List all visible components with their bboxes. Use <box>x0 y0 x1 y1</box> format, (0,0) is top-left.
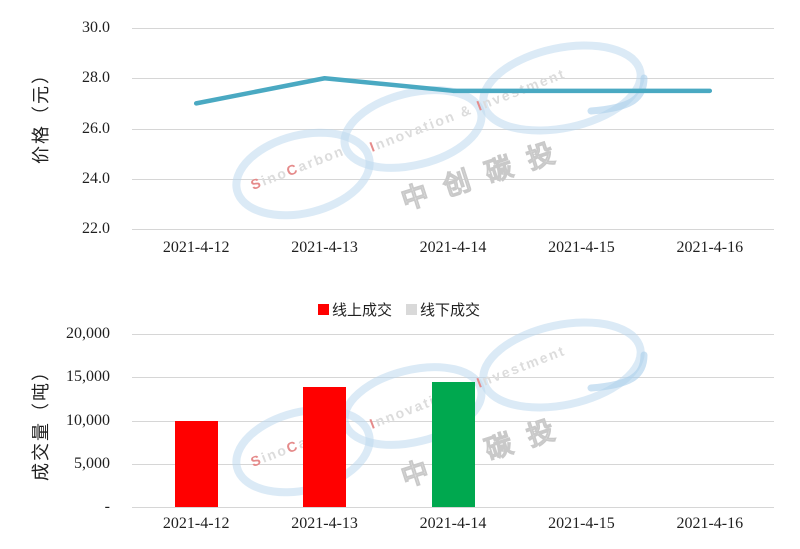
gridline <box>132 78 774 80</box>
x-tick-label: 2021-4-12 <box>162 515 230 532</box>
gridline <box>132 128 774 130</box>
y-tick-label: 28.0 <box>82 69 110 87</box>
legend-swatch <box>406 304 418 315</box>
y-tick-label: 26.0 <box>82 119 110 137</box>
gridline <box>132 178 774 180</box>
watermark-ring-icon <box>232 128 374 220</box>
legend-label: 线上成交 <box>332 303 393 319</box>
gridline <box>132 507 774 508</box>
price-plot-area <box>132 28 774 230</box>
x-tick-label: 2021-4-12 <box>162 239 230 256</box>
x-tick-label: 2021-4-16 <box>676 515 744 532</box>
watermark-brand-cn: 中创碳投 <box>398 410 575 493</box>
price-line-series <box>193 76 713 106</box>
watermark-ring-icon <box>340 86 486 172</box>
volume-bar <box>303 386 347 507</box>
y-tick-label: 30.0 <box>82 19 110 36</box>
volume-plot-area <box>132 334 774 508</box>
watermark-ring-icon <box>479 318 645 412</box>
gridline <box>132 377 774 379</box>
y-tick-label: 10,000 <box>66 411 110 429</box>
price-line <box>193 76 713 106</box>
x-tick-label: 2021-4-15 <box>548 515 615 532</box>
legend-item: 线上成交 <box>318 299 392 320</box>
volume-chart-legend: 线上成交 线下成交 <box>318 299 494 320</box>
x-tick-label: 2021-4-13 <box>291 239 358 256</box>
x-tick-label: 2021-4-13 <box>291 515 358 532</box>
sinocarbon-watermark: SinoCarbon Innovation & Investment 中创碳投 <box>232 41 648 220</box>
volume-bar <box>174 420 218 507</box>
y-tick-label: 5,000 <box>74 454 110 472</box>
legend-label: 线下成交 <box>420 303 481 319</box>
x-tick-label: 2021-4-14 <box>419 239 487 256</box>
gridline <box>132 229 774 230</box>
y-tick-label: 20,000 <box>66 325 110 342</box>
watermark-ring-icon <box>479 41 645 135</box>
x-tick-label: 2021-4-16 <box>676 239 744 256</box>
y-tick-label: 22.0 <box>82 220 110 237</box>
x-tick-label: 2021-4-15 <box>548 239 615 256</box>
x-tick-label: 2021-4-14 <box>419 515 487 532</box>
watermark-swoosh-icon <box>587 74 648 115</box>
volume-bar <box>431 382 475 507</box>
legend-swatch <box>318 304 329 315</box>
gridline <box>132 334 774 335</box>
legend-item: 线下成交 <box>406 299 480 320</box>
watermark-swoosh-icon <box>587 351 648 392</box>
gridline <box>132 28 774 29</box>
y-tick-label: - <box>104 498 110 515</box>
y-tick-label: 15,000 <box>66 368 110 386</box>
y-tick-label: 24.0 <box>82 169 110 187</box>
